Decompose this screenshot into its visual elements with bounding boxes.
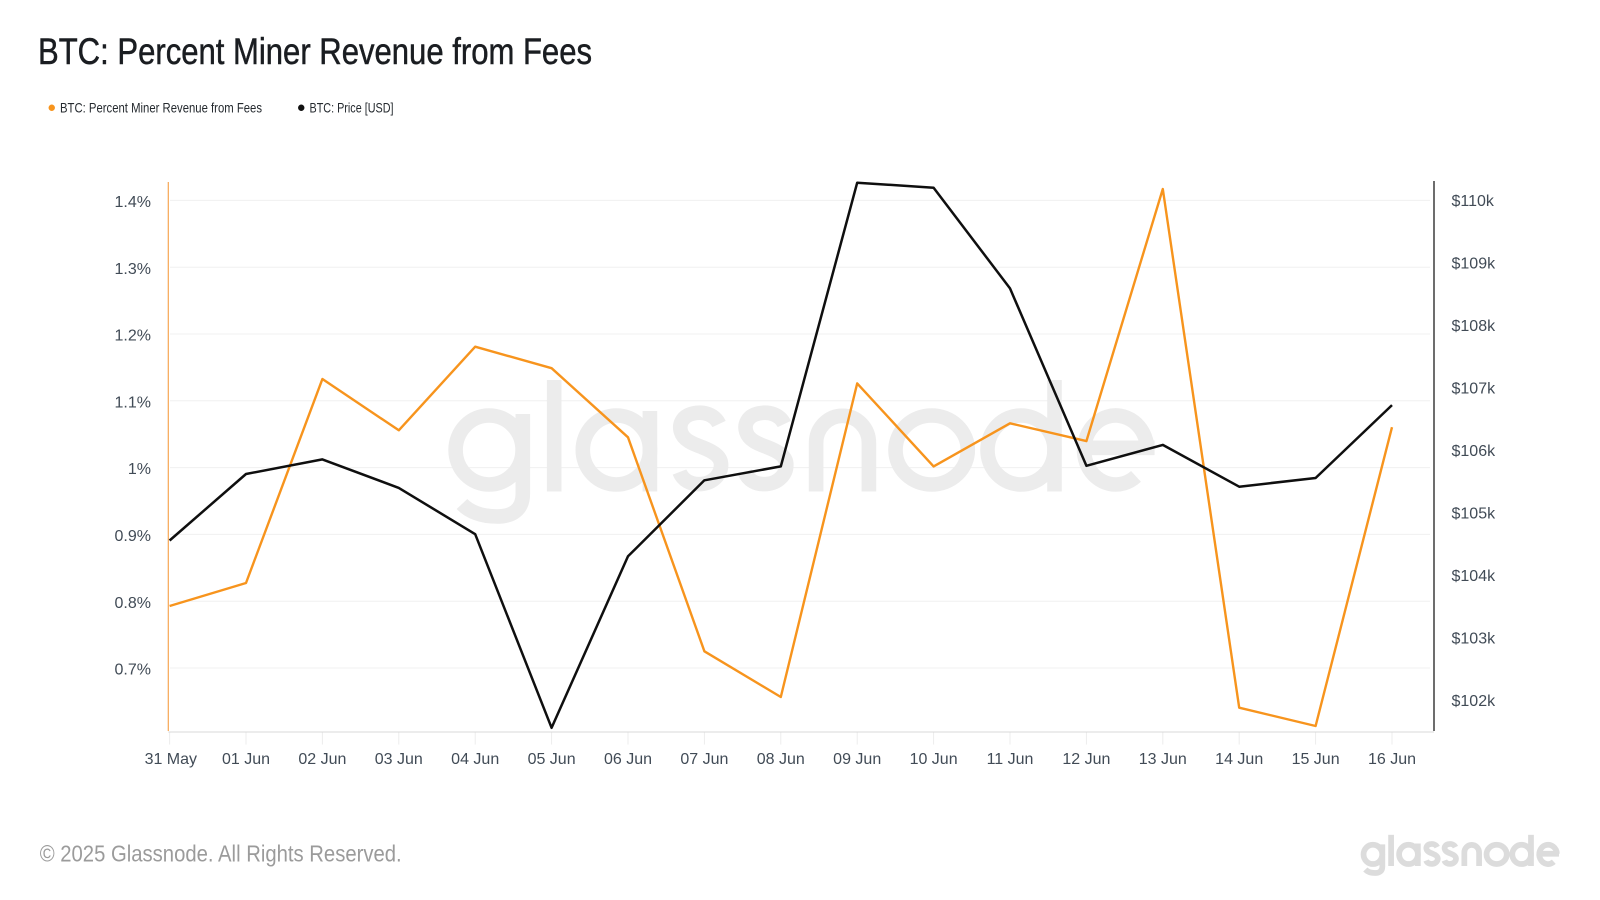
svg-text:BTC: Price [USD]: BTC: Price [USD] [310, 100, 394, 116]
svg-text:03 Jun: 03 Jun [375, 751, 423, 768]
svg-text:BTC: Percent Miner Revenue fro: BTC: Percent Miner Revenue from Fees [60, 100, 262, 116]
svg-text:06 Jun: 06 Jun [604, 751, 652, 768]
svg-text:1.4%: 1.4% [115, 194, 151, 211]
svg-text:1.2%: 1.2% [115, 328, 151, 345]
svg-text:31 May: 31 May [145, 751, 197, 768]
svg-text:15 Jun: 15 Jun [1292, 751, 1340, 768]
svg-text:11 Jun: 11 Jun [987, 751, 1034, 768]
svg-text:10 Jun: 10 Jun [910, 751, 958, 768]
svg-text:14 Jun: 14 Jun [1215, 751, 1263, 768]
svg-text:$106k: $106k [1452, 443, 1497, 460]
svg-text:$105k: $105k [1452, 506, 1497, 523]
svg-text:$102k: $102k [1452, 693, 1497, 710]
svg-text:$104k: $104k [1452, 568, 1497, 585]
svg-text:$109k: $109k [1452, 256, 1497, 273]
svg-text:07 Jun: 07 Jun [680, 751, 728, 768]
svg-text:1%: 1% [128, 461, 151, 478]
svg-text:08 Jun: 08 Jun [757, 751, 805, 768]
svg-text:© 2025 Glassnode. All Rights R: © 2025 Glassnode. All Rights Reserved. [40, 841, 402, 867]
svg-text:1.3%: 1.3% [115, 261, 151, 278]
svg-text:0.9%: 0.9% [115, 528, 151, 545]
svg-text:0.7%: 0.7% [115, 662, 151, 679]
svg-text:BTC: Percent Miner Revenue fro: BTC: Percent Miner Revenue from Fees [38, 31, 592, 72]
svg-text:$103k: $103k [1452, 631, 1497, 648]
svg-text:16 Jun: 16 Jun [1368, 751, 1416, 768]
svg-text:04 Jun: 04 Jun [451, 751, 499, 768]
svg-text:02 Jun: 02 Jun [298, 751, 346, 768]
svg-text:0.8%: 0.8% [115, 595, 151, 612]
svg-text:$110k: $110k [1452, 193, 1495, 210]
svg-text:05 Jun: 05 Jun [528, 751, 576, 768]
svg-text:$107k: $107k [1452, 381, 1497, 398]
svg-text:01 Jun: 01 Jun [222, 751, 270, 768]
svg-text:1.1%: 1.1% [115, 394, 151, 411]
svg-text:12 Jun: 12 Jun [1062, 751, 1110, 768]
svg-text:$108k: $108k [1452, 318, 1497, 335]
svg-text:13 Jun: 13 Jun [1139, 751, 1187, 768]
svg-text:09 Jun: 09 Jun [833, 751, 881, 768]
